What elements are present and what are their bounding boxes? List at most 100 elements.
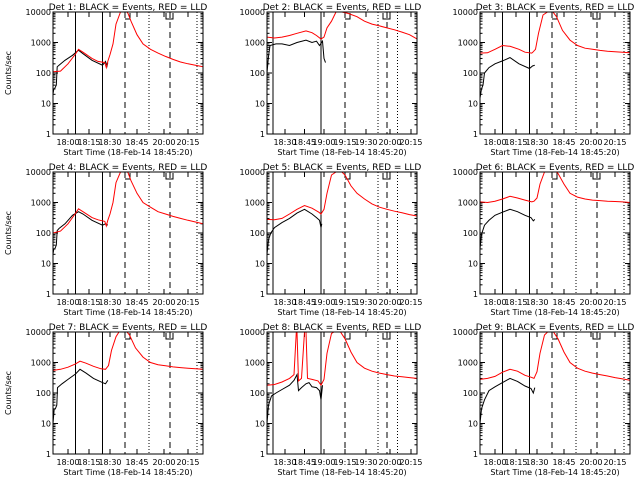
series-lld — [267, 12, 417, 40]
x-tick-label: 18:15 — [504, 458, 527, 467]
x-axis-label: Start Time (18-Feb-14 18:45:20) — [63, 308, 192, 317]
plot-frame — [479, 331, 631, 455]
x-tick-label: 19:00 — [312, 138, 335, 147]
x-tick-label: 18:15 — [504, 138, 527, 147]
x-tick-label: 20:00 — [378, 458, 401, 467]
x-axis-label: Start Time (18-Feb-14 18:45:20) — [277, 308, 406, 317]
y-tick-label: 10000 — [453, 168, 478, 177]
x-axis-label: Start Time (18-Feb-14 18:45:20) — [490, 308, 619, 317]
x-tick-label: 18:00 — [56, 458, 79, 467]
y-tick-label: 1 — [473, 450, 478, 459]
series-events — [53, 211, 109, 255]
y-tick-label: 1 — [260, 290, 265, 299]
panel-det-7: Det 7: BLACK = Events, RED = LLD Counts/s… — [4, 323, 207, 477]
panel-title: Det 6: BLACK = Events, RED = LLD — [476, 163, 635, 173]
x-tick-label: 20:15 — [399, 298, 422, 307]
interval-bracket — [592, 173, 601, 180]
series-events — [267, 372, 323, 424]
series-events — [53, 49, 109, 95]
y-tick-label: 1000 — [31, 359, 51, 368]
series-lld — [480, 172, 630, 204]
series-lld — [53, 332, 203, 371]
x-tick-label: 18:45 — [125, 298, 148, 307]
x-axis-label: Start Time (18-Feb-14 18:45:20) — [63, 468, 192, 477]
x-tick-label: 20:15 — [176, 298, 199, 307]
x-tick-label: 18:15 — [77, 298, 100, 307]
y-tick-label: 100 — [36, 69, 51, 78]
y-tick-label: 10000 — [26, 168, 51, 177]
y-tick-label: 10000 — [240, 328, 265, 337]
y-tick-label: 10000 — [453, 328, 478, 337]
y-tick-label: 1000 — [458, 39, 478, 48]
panel-title: Det 1: BLACK = Events, RED = LLD — [49, 3, 208, 13]
panel-title: Det 8: BLACK = Events, RED = LLD — [263, 323, 422, 333]
x-tick-label: 20:00 — [378, 138, 401, 147]
series-lld — [53, 12, 203, 73]
x-tick-label: 18:00 — [56, 138, 79, 147]
x-tick-label: 19:15 — [333, 458, 356, 467]
interval-bracket — [125, 333, 131, 340]
x-tick-label: 18:00 — [56, 298, 79, 307]
panel-det-2: Det 2: BLACK = Events, RED = LLD 1 10 100 10… — [240, 3, 423, 157]
series-lld — [53, 172, 203, 234]
x-tick-label: 18:45 — [125, 138, 148, 147]
y-tick-label: 10 — [41, 100, 51, 109]
series-events — [480, 208, 536, 249]
y-tick-label: 100 — [36, 389, 51, 398]
x-tick-label: 19:15 — [333, 138, 356, 147]
panel-title: Det 4: BLACK = Events, RED = LLD — [49, 163, 208, 173]
x-tick-label: 18:30 — [525, 138, 548, 147]
y-tick-label: 100 — [463, 389, 478, 398]
x-tick-label: 18:30 — [273, 138, 296, 147]
panel-title: Det 9: BLACK = Events, RED = LLD — [476, 323, 635, 333]
x-tick-label: 19:15 — [333, 298, 356, 307]
interval-bracket — [552, 173, 558, 180]
interval-bracket — [345, 333, 351, 340]
y-axis-label: Counts/sec — [4, 51, 13, 95]
panel-det-5: Det 5: BLACK = Events, RED = LLD 1 10 100 10… — [240, 163, 423, 317]
x-tick-label: 20:15 — [399, 458, 422, 467]
y-tick-label: 10 — [41, 260, 51, 269]
y-tick-label: 10 — [255, 420, 265, 429]
x-tick-label: 19:30 — [354, 138, 377, 147]
y-tick-label: 10000 — [453, 8, 478, 17]
x-tick-label: 18:30 — [273, 458, 296, 467]
y-tick-label: 10000 — [26, 8, 51, 17]
panel-det-6: Det 6: BLACK = Events, RED = LLD 1 10 100 10… — [453, 163, 635, 317]
plot-frame — [479, 171, 631, 295]
panel-title: Det 3: BLACK = Events, RED = LLD — [476, 3, 635, 13]
panel-det-3: Det 3: BLACK = Events, RED = LLD 1 10 100 10… — [453, 3, 635, 157]
x-tick-label: 18:15 — [77, 138, 100, 147]
x-tick-label: 18:30 — [273, 298, 296, 307]
panel-det-4: Det 4: BLACK = Events, RED = LLD Counts/s… — [4, 163, 207, 317]
x-tick-label: 18:30 — [525, 458, 548, 467]
series-events — [480, 57, 535, 99]
x-tick-label: 19:00 — [312, 298, 335, 307]
series-events — [267, 39, 326, 74]
y-tick-label: 1 — [260, 450, 265, 459]
x-tick-label: 18:30 — [98, 138, 121, 147]
y-tick-label: 100 — [463, 69, 478, 78]
y-tick-label: 10 — [255, 100, 265, 109]
plot-frame — [266, 11, 418, 135]
y-tick-label: 1000 — [245, 39, 265, 48]
plot-frame — [52, 331, 204, 455]
y-tick-label: 10 — [468, 260, 478, 269]
x-tick-label: 18:30 — [525, 298, 548, 307]
x-axis-label: Start Time (18-Feb-14 18:45:20) — [490, 148, 619, 157]
x-tick-label: 18:30 — [98, 458, 121, 467]
x-axis-label: Start Time (18-Feb-14 18:45:20) — [277, 148, 406, 157]
y-tick-label: 1 — [473, 130, 478, 139]
x-tick-label: 18:45 — [552, 458, 575, 467]
y-tick-label: 10000 — [26, 328, 51, 337]
plot-frame — [266, 171, 418, 295]
x-tick-label: 18:45 — [293, 298, 316, 307]
x-axis-label: Start Time (18-Feb-14 18:45:20) — [490, 468, 619, 477]
x-tick-label: 20:00 — [579, 298, 602, 307]
x-tick-label: 20:00 — [378, 298, 401, 307]
y-tick-label: 1000 — [458, 199, 478, 208]
x-tick-label: 18:15 — [504, 298, 527, 307]
x-tick-label: 20:00 — [579, 458, 602, 467]
panel-det-8: Det 8: BLACK = Events, RED = LLD 1 10 100 10… — [240, 323, 423, 477]
